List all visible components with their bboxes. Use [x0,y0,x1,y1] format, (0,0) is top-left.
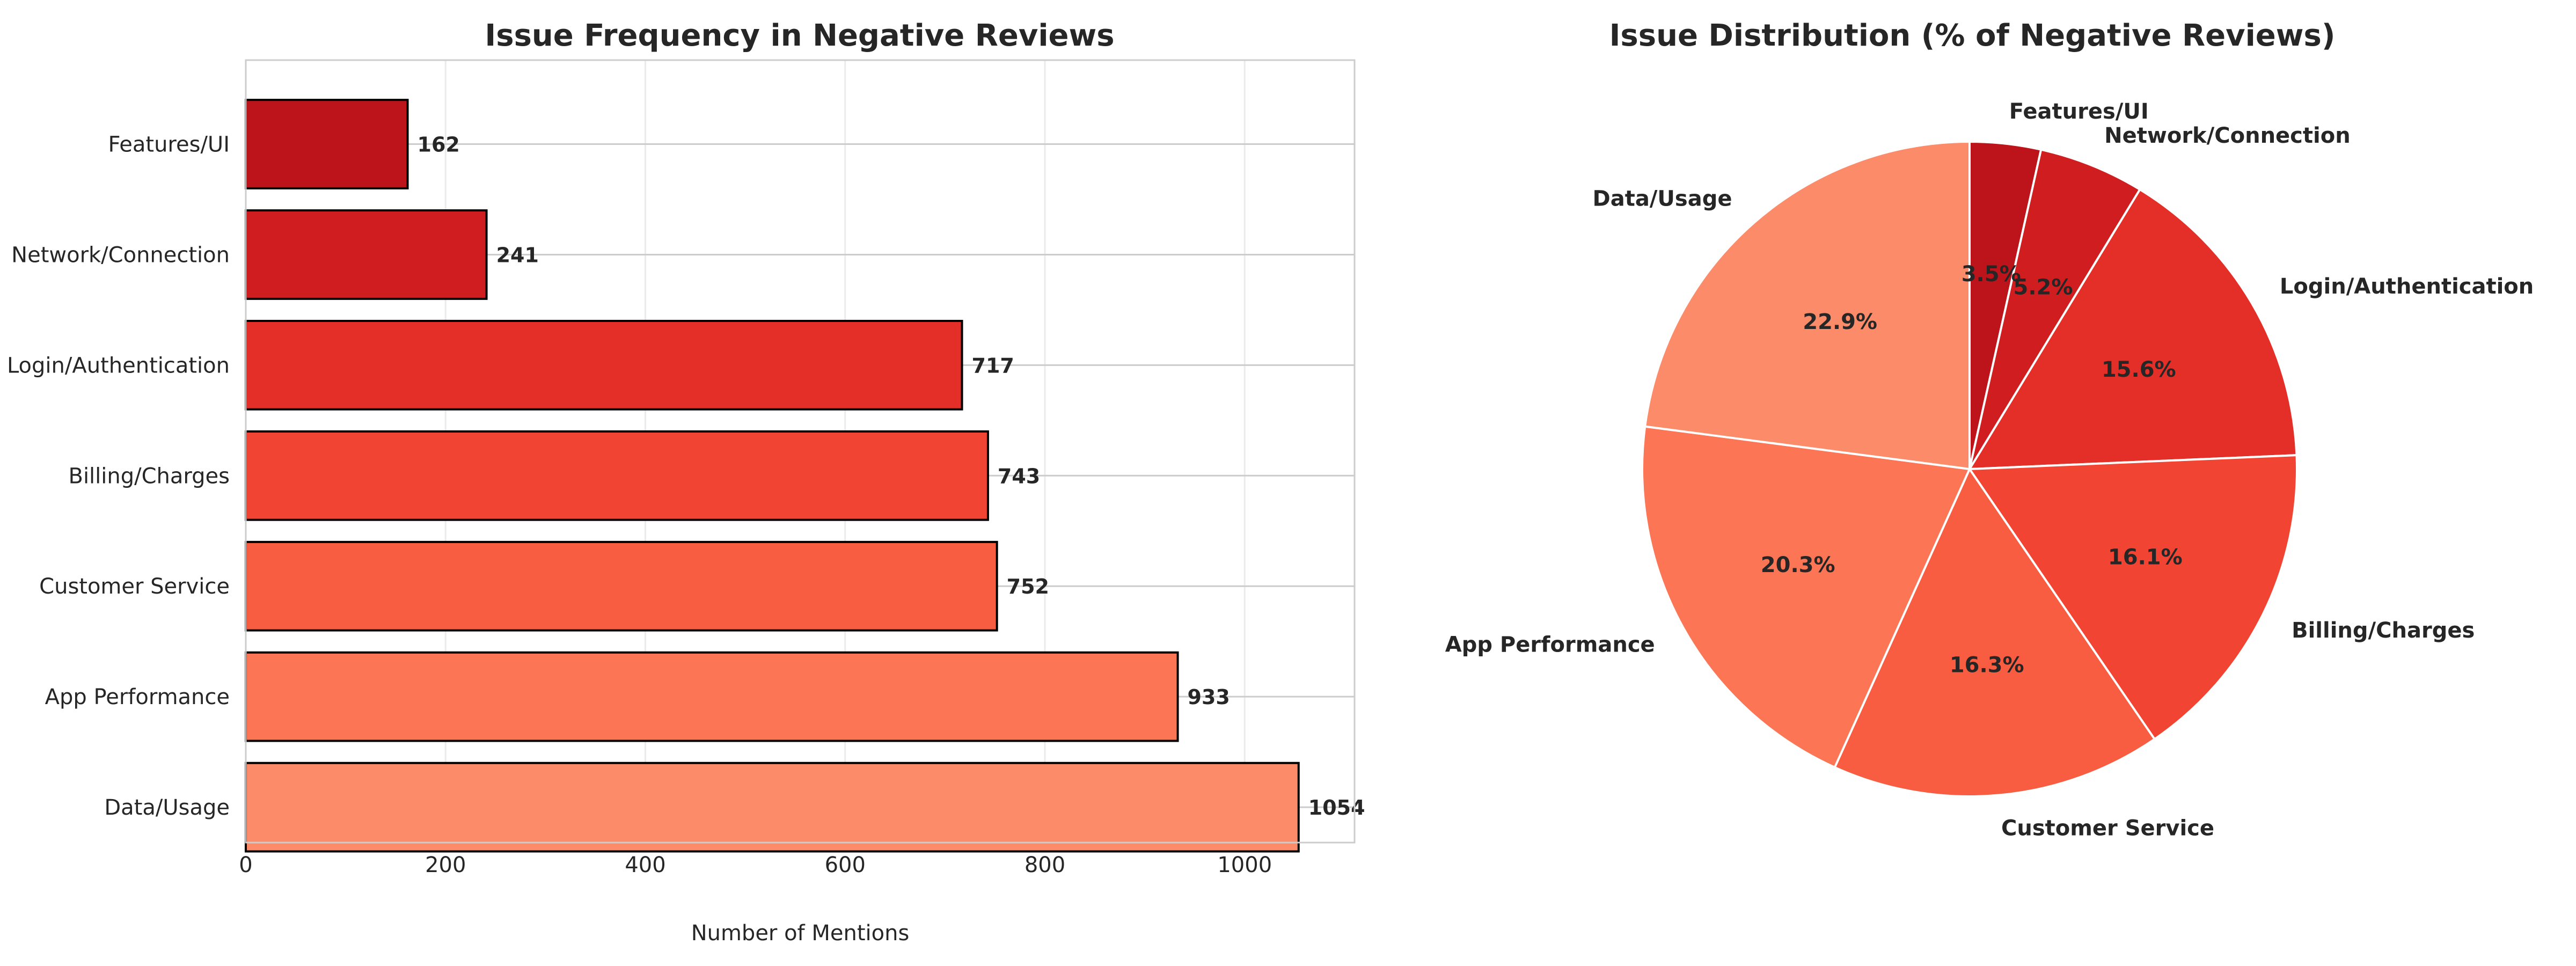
pie-category-label: Login/Authentication [2280,274,2534,299]
pie-slice-data-usage [1643,140,1971,471]
bar-billing-charges [245,430,989,521]
pie-percent-label: 20.3% [1761,553,1835,577]
pie-slice-billing-charges [1967,454,2298,741]
pie-category-label: Features/UI [2009,99,2149,124]
x-tick-label: 1000 [1217,853,1272,877]
pie-category-label: Network/Connection [2104,123,2351,148]
y-tick-label: App Performance [45,685,230,709]
pie-category-label: Billing/Charges [2292,618,2475,643]
pie-percent-labels: 3.5%5.2% 15.6% 16.1% 16.3% 20.3% 22.9% [1761,262,2183,677]
bar-value-label: 717 [972,354,1014,377]
pie-slices [1641,140,2298,797]
pie-chart-title: Issue Distribution (% of Negative Review… [1609,18,2336,53]
bar-series: 162 241 717 743 752 933 1054 [245,99,1365,853]
bar-network-connection [245,209,488,300]
x-tick-label: 200 [425,853,466,877]
pie-chart: Issue Distribution (% of Negative Review… [1445,18,2534,840]
bar-value-label: 933 [1188,685,1230,709]
pie-percent-label: 22.9% [1803,310,1877,334]
y-tick-label: Login/Authentication [7,353,230,378]
bar-value-label: 743 [998,464,1040,488]
pie-category-label: Customer Service [2001,816,2214,840]
pie-slice-login-authentication [1967,188,2298,471]
bar-chart-title: Issue Frequency in Negative Reviews [485,18,1114,53]
y-tick-label: Network/Connection [11,243,230,267]
pie-percent-label: 15.6% [2102,357,2176,382]
bar-value-label: 241 [496,243,539,267]
bar-chart: Issue Frequency in Negative Reviews 162 2… [7,18,1365,946]
bar-data-usage [245,762,1300,853]
pie-category-label: Data/Usage [1593,187,1732,211]
pie-slice-customer-service [1833,466,2156,797]
y-tick-label: Customer Service [39,574,230,599]
x-tick-label: 400 [625,853,665,877]
bar-login-authentication [245,320,963,411]
pie-slice-app-performance [1641,425,1971,769]
bar-value-label: 1054 [1308,796,1365,819]
pie-category-label: App Performance [1445,632,1655,657]
y-tick-label: Billing/Charges [69,464,230,488]
bar-app-performance [245,651,1179,742]
x-tick-label: 0 [239,853,252,877]
bar-x-axis-label: Number of Mentions [691,921,910,946]
pie-percent-label: 16.3% [1950,653,2024,678]
bar-value-label: 752 [1007,575,1049,598]
pie-percent-label: 3.5% [1962,262,2021,287]
bar-x-tick-labels: 0 200 400 600 800 1000 [239,853,1272,877]
pie-percent-label: 5.2% [2014,275,2073,300]
bar-customer-service [245,540,998,632]
pie-slice-network-connection [1968,148,2142,470]
bar-plot-frame [245,59,1356,844]
x-tick-label: 800 [1024,853,1065,877]
y-tick-label: Data/Usage [104,795,230,820]
bar-value-label: 162 [418,133,460,157]
bar-features-ui [245,99,409,189]
y-tick-label: Features/UI [108,133,230,157]
x-tick-label: 600 [825,853,866,877]
pie-percent-label: 16.1% [2108,545,2183,570]
bar-y-tick-labels: Features/UI Network/Connection Login/Authe… [7,133,230,821]
